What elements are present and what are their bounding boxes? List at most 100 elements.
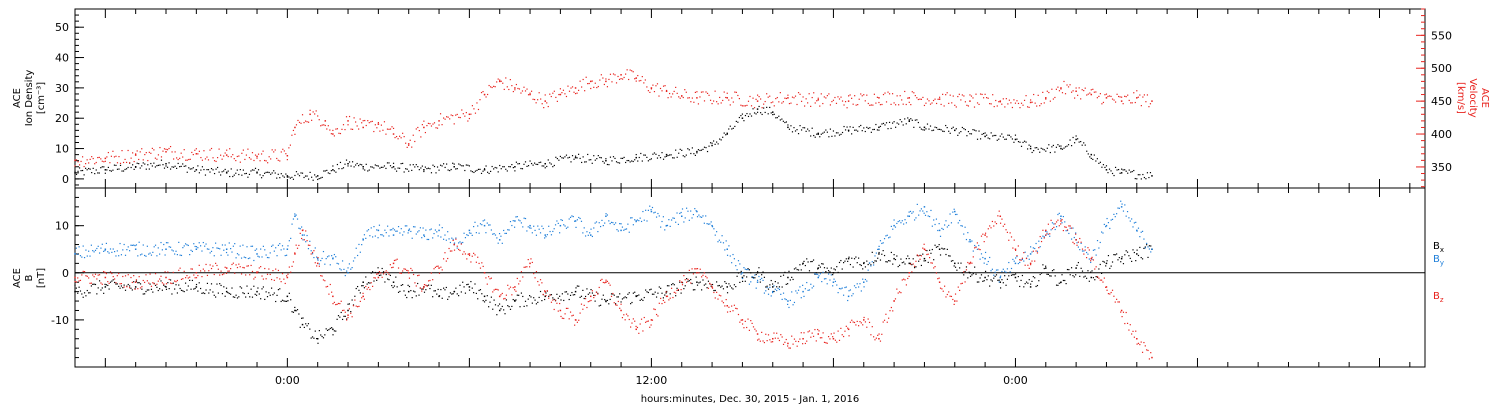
bz-point — [120, 282, 123, 285]
by-point — [666, 224, 669, 227]
bx-point — [1132, 249, 1134, 251]
bx-point — [270, 287, 273, 289]
bx-point — [747, 268, 749, 270]
bx-point — [1029, 286, 1032, 288]
bz-point — [766, 340, 768, 342]
by-point — [774, 288, 776, 290]
bx-point — [605, 300, 607, 302]
by-point — [569, 216, 572, 218]
density-point — [597, 155, 599, 157]
bz-point — [804, 342, 806, 345]
bz-point — [294, 253, 296, 255]
velocity-point — [315, 110, 317, 112]
bz-point — [101, 283, 103, 285]
density-point — [392, 166, 395, 168]
by-point — [706, 223, 708, 225]
density-point — [835, 132, 838, 134]
bx-point — [725, 282, 727, 285]
velocity-point — [497, 78, 499, 80]
bz-point — [894, 298, 897, 300]
bx-point — [713, 289, 715, 292]
by-point — [675, 221, 677, 223]
by-point — [227, 254, 229, 256]
density-point — [427, 167, 430, 169]
by-point — [542, 227, 544, 230]
density-point — [708, 145, 710, 147]
bz-point — [931, 262, 933, 264]
velocity-point — [373, 130, 375, 133]
by-point — [858, 286, 860, 288]
bz-point — [632, 318, 634, 320]
density-point — [923, 129, 926, 131]
density-point — [565, 154, 568, 156]
by-point — [492, 233, 494, 235]
density-point — [256, 171, 258, 173]
bz-point — [593, 296, 595, 299]
density-point — [728, 128, 730, 130]
density-point — [796, 129, 798, 131]
density-point — [239, 169, 241, 171]
bx-point — [399, 290, 401, 293]
velocity-point — [697, 103, 700, 105]
velocity-point — [641, 76, 643, 78]
density-point — [336, 163, 339, 166]
by-point — [134, 248, 137, 250]
density-point — [532, 164, 534, 166]
bx-point — [953, 265, 955, 267]
density-point — [1127, 172, 1129, 174]
density-point — [377, 165, 379, 167]
velocity-point — [280, 151, 282, 153]
bz-point — [468, 254, 471, 257]
by-point — [389, 229, 391, 231]
by-point — [1101, 231, 1103, 233]
bx-point — [167, 282, 169, 284]
bx-point — [863, 261, 865, 264]
bx-point — [430, 284, 432, 286]
density-point — [844, 129, 847, 131]
velocity-point — [361, 122, 363, 124]
density-point — [365, 163, 367, 165]
by-point — [698, 214, 700, 216]
density-point — [166, 166, 169, 168]
bx-point — [135, 280, 138, 282]
by-point — [683, 221, 685, 223]
by-point — [97, 245, 99, 247]
density-point — [637, 160, 639, 162]
velocity-point — [142, 159, 144, 161]
velocity-point — [254, 154, 257, 156]
by-point — [1017, 262, 1019, 265]
by-point — [924, 214, 927, 216]
bx-point — [621, 298, 624, 300]
bz-point — [201, 276, 203, 278]
bz-point — [878, 337, 880, 340]
by-point — [1124, 204, 1126, 206]
by-point — [249, 257, 251, 259]
bx-point — [1136, 253, 1138, 255]
bz-point — [875, 337, 877, 339]
velocity-point — [893, 102, 895, 104]
velocity-point — [576, 92, 578, 94]
density-point — [1140, 178, 1142, 180]
velocity-point — [546, 102, 548, 104]
bx-point — [407, 284, 409, 286]
by-point — [479, 223, 482, 225]
bx-point — [78, 286, 80, 288]
velocity-point — [147, 159, 149, 162]
bz-point — [685, 281, 688, 283]
bz-point — [1009, 232, 1011, 234]
bz-point — [153, 283, 155, 285]
by-point — [787, 303, 789, 306]
by-point — [256, 253, 258, 255]
density-point — [192, 167, 194, 169]
by-point — [243, 256, 245, 258]
density-point — [1042, 148, 1044, 150]
bx-point — [230, 293, 232, 295]
bx-point — [160, 280, 162, 282]
bz-point — [571, 315, 573, 317]
velocity-point — [1122, 103, 1124, 105]
by-point — [232, 245, 234, 247]
bx-point — [866, 260, 868, 262]
density-point — [755, 113, 757, 115]
bz-point — [1099, 279, 1101, 281]
bz-point — [829, 338, 831, 340]
